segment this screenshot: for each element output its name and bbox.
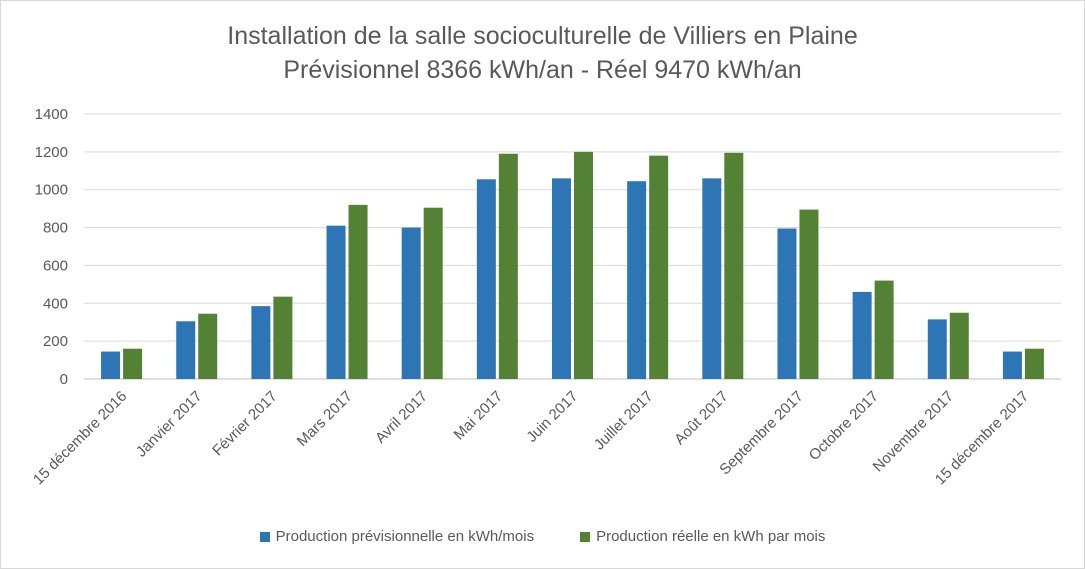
legend-swatch-actual bbox=[580, 531, 591, 542]
y-tick-label: 600 bbox=[43, 257, 68, 274]
bar-forecast bbox=[927, 319, 947, 379]
x-tick-label: 15 décembre 2016 bbox=[30, 388, 130, 488]
bar-actual bbox=[273, 296, 293, 379]
bar-actual bbox=[198, 313, 218, 379]
bar-forecast bbox=[476, 179, 496, 379]
legend-item-forecast: Production prévisionnelle en kWh/mois bbox=[259, 528, 535, 545]
bar-actual bbox=[949, 312, 969, 379]
bar-forecast bbox=[326, 225, 346, 379]
y-tick-label: 0 bbox=[60, 371, 68, 388]
bar-actual bbox=[423, 207, 443, 379]
x-tick-label: Octobre 2017 bbox=[806, 388, 882, 464]
x-tick-label: Avril 2017 bbox=[372, 388, 431, 447]
x-tick-label: Mars 2017 bbox=[294, 388, 356, 450]
x-tick-label: Janvier 2017 bbox=[133, 388, 206, 461]
bar-actual bbox=[574, 151, 593, 379]
bar-actual bbox=[123, 348, 143, 379]
bar-forecast bbox=[1002, 351, 1022, 379]
x-tick-label: Juin 2017 bbox=[523, 388, 581, 446]
y-tick-label: 400 bbox=[43, 295, 68, 312]
chart-title-block: Installation de la salle socioculturelle… bbox=[1, 19, 1084, 87]
chart-plot-area: 0 200 400 600 800 1000 1200 1400 15 décembre 201… bbox=[30, 106, 1061, 488]
bar-forecast bbox=[627, 181, 647, 379]
y-tick-label: 1000 bbox=[35, 182, 68, 199]
x-tick-label: Mai 2017 bbox=[451, 388, 507, 444]
y-tick-label: 1200 bbox=[35, 144, 68, 161]
bar-actual bbox=[498, 153, 518, 379]
bar-forecast bbox=[852, 291, 872, 379]
bar-forecast bbox=[251, 306, 271, 379]
y-tick-label: 200 bbox=[43, 333, 68, 350]
x-tick-label: Août 2017 bbox=[671, 388, 731, 448]
bar-actual bbox=[348, 204, 368, 379]
legend-swatch-forecast bbox=[259, 531, 270, 542]
chart-title: Installation de la salle socioculturelle… bbox=[227, 22, 858, 50]
x-tick-label: Novembre 2017 bbox=[870, 388, 957, 475]
bar-actual bbox=[724, 152, 744, 379]
bar-actual bbox=[1024, 348, 1044, 379]
bar-forecast bbox=[702, 178, 722, 379]
bar-forecast bbox=[777, 228, 797, 379]
bar-actual bbox=[799, 209, 819, 379]
legend-item-actual: Production réelle en kWh par mois bbox=[580, 528, 825, 545]
chart-subtitle: Prévisionnel 8366 kWh/an - Réel 9470 kWh… bbox=[283, 56, 802, 84]
bar-actual bbox=[649, 155, 669, 379]
legend-label-forecast: Production prévisionnelle en kWh/mois bbox=[275, 528, 535, 545]
bar-forecast bbox=[401, 227, 421, 379]
x-tick-label: Février 2017 bbox=[209, 388, 281, 460]
y-tick-label: 800 bbox=[43, 220, 68, 237]
chart-legend: Production prévisionnelle en kWh/mois Pr… bbox=[1, 528, 1084, 545]
bar-forecast bbox=[552, 178, 571, 379]
bar-actual bbox=[874, 280, 894, 379]
bar-forecast bbox=[101, 351, 121, 379]
x-tick-label: Juillet 2017 bbox=[591, 388, 657, 454]
bar-forecast bbox=[176, 321, 196, 379]
y-tick-label: 1400 bbox=[35, 106, 68, 123]
legend-label-actual: Production réelle en kWh par mois bbox=[596, 528, 826, 545]
